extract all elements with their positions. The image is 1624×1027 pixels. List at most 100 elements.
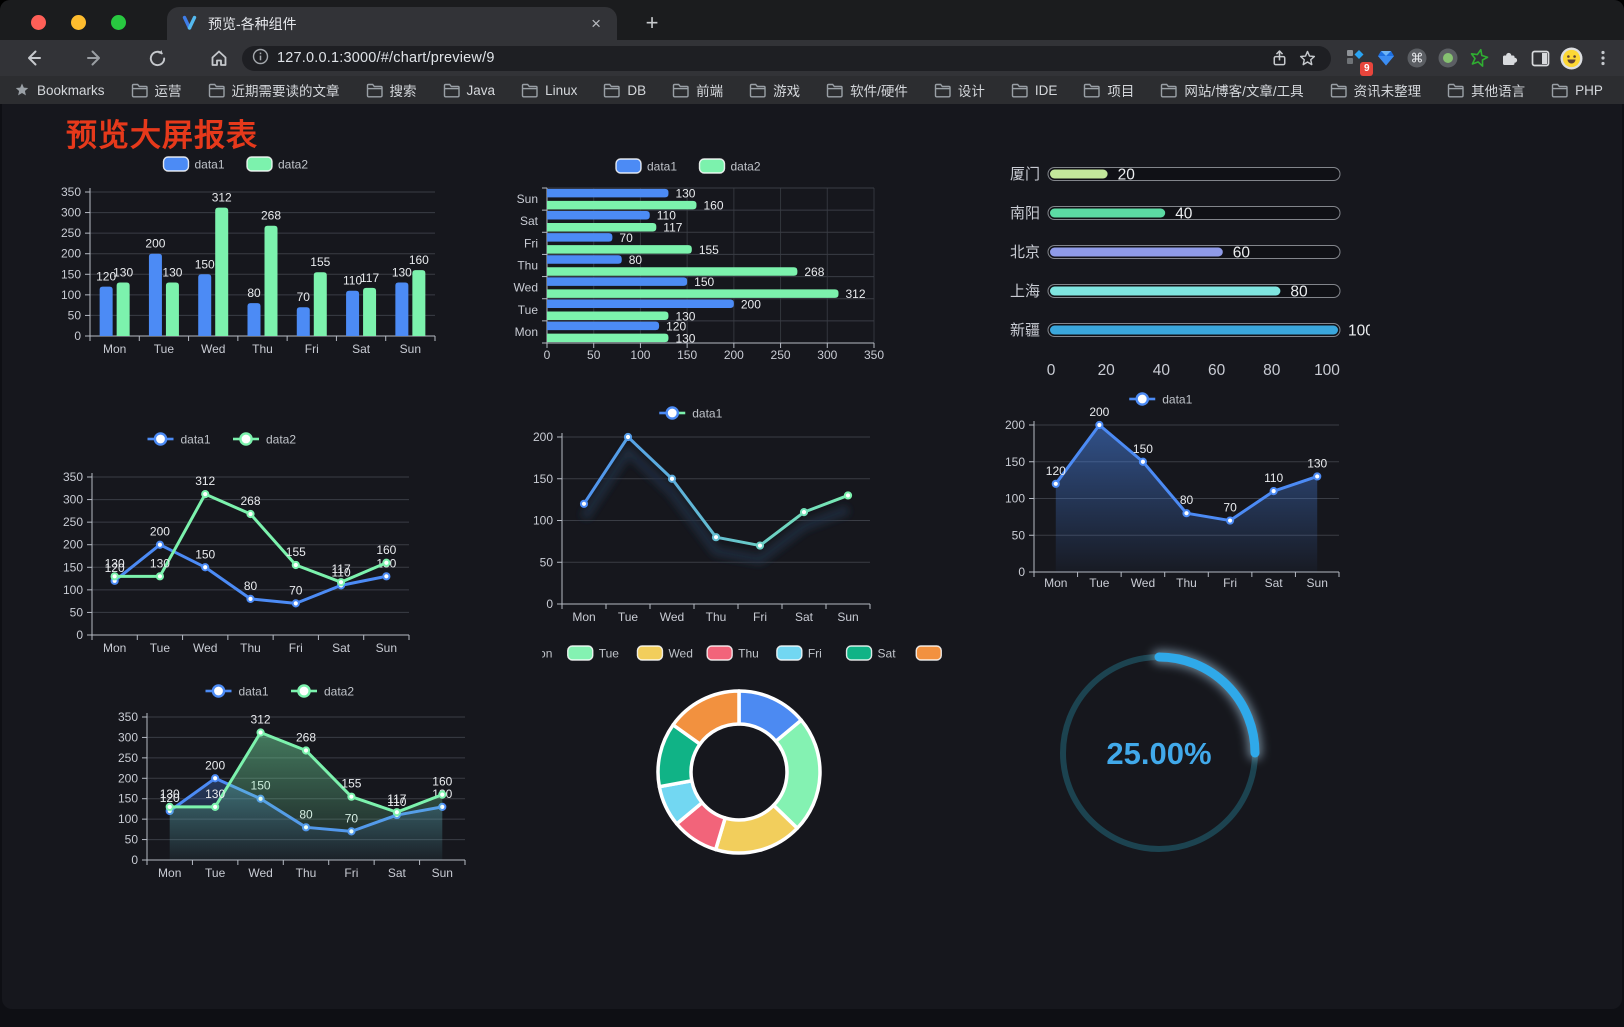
back-button[interactable] xyxy=(16,43,50,73)
svg-text:Thu: Thu xyxy=(240,641,261,655)
bookmark-folder[interactable]: Linux xyxy=(521,83,577,98)
svg-text:200: 200 xyxy=(150,525,170,539)
bookmark-folder[interactable]: 资讯未整理 xyxy=(1330,80,1421,100)
window-minimize-button[interactable] xyxy=(71,15,86,30)
svg-text:100: 100 xyxy=(533,514,553,528)
svg-text:Sun: Sun xyxy=(432,866,453,880)
chart-line-gradient[interactable]: data1 0 50 100 150 200 Mon Tue Wed Thu Fri Sat Sun xyxy=(512,401,892,628)
extension-gem-icon[interactable] xyxy=(1370,43,1401,73)
svg-text:50: 50 xyxy=(540,555,554,569)
bookmark-folder[interactable]: Java xyxy=(443,83,495,98)
extension-green-star-icon[interactable] xyxy=(1463,43,1494,73)
chart-line-basic[interactable]: data1 data2 0 50 100 150 200 250 300 350 Mon Tue Wed… xyxy=(47,425,419,665)
svg-text:Sat: Sat xyxy=(795,610,814,624)
svg-text:Thu: Thu xyxy=(252,342,273,356)
svg-text:data1: data1 xyxy=(1162,393,1192,407)
bookmark-folder[interactable]: 搜索 xyxy=(366,80,417,100)
chart-horizontal-bar[interactable]: data1 data2 0 50 100 150 200 250 300 350 Sun 130 160… xyxy=(507,150,892,368)
svg-text:150: 150 xyxy=(195,257,215,271)
new-tab-button[interactable]: + xyxy=(645,10,659,35)
bookmark-folder[interactable]: DB xyxy=(603,83,646,98)
svg-text:100: 100 xyxy=(118,812,138,826)
extension-recorder-icon[interactable] xyxy=(1432,43,1463,73)
svg-text:150: 150 xyxy=(533,472,553,486)
svg-text:Tue: Tue xyxy=(154,342,175,356)
svg-text:25.00%: 25.00% xyxy=(1106,736,1211,771)
reload-button[interactable] xyxy=(140,43,174,73)
svg-text:50: 50 xyxy=(70,605,84,619)
svg-text:312: 312 xyxy=(195,474,215,488)
svg-text:250: 250 xyxy=(771,348,791,362)
chart-progress-gauge[interactable]: 25.00% xyxy=(1042,640,1282,872)
svg-text:新疆: 新疆 xyxy=(1010,322,1040,339)
bookmark-folder[interactable]: 项目 xyxy=(1083,80,1134,100)
url-text[interactable]: 127.0.0.1:3000/#/chart/preview/9 xyxy=(277,50,495,66)
home-button[interactable] xyxy=(202,43,236,73)
svg-text:80: 80 xyxy=(247,286,261,300)
svg-text:200: 200 xyxy=(205,758,225,772)
bookmark-folder[interactable]: PHP xyxy=(1551,83,1603,98)
svg-text:200: 200 xyxy=(1005,418,1025,432)
bookmark-folder[interactable]: IDE xyxy=(1011,83,1057,98)
svg-text:150: 150 xyxy=(63,560,83,574)
svg-text:上海: 上海 xyxy=(1010,283,1040,300)
sidebar-toggle-icon[interactable] xyxy=(1525,43,1556,73)
svg-text:80: 80 xyxy=(1290,284,1308,301)
chart-capsule-progress[interactable]: 厦门 20 南阳 40 北京 60 上海 80 新疆 100 0 20 40 60 80 100 xyxy=(1002,153,1374,388)
svg-text:100: 100 xyxy=(1005,492,1025,506)
svg-text:Tue: Tue xyxy=(599,647,620,661)
svg-text:50: 50 xyxy=(1012,528,1026,542)
browser-menu-icon[interactable] xyxy=(1587,43,1618,73)
svg-text:Mon: Mon xyxy=(158,866,181,880)
svg-text:70: 70 xyxy=(1223,501,1237,515)
svg-text:150: 150 xyxy=(677,348,697,362)
svg-text:117: 117 xyxy=(663,221,682,235)
forward-button[interactable] xyxy=(78,43,112,73)
bookmark-folder[interactable]: 运营 xyxy=(131,80,182,100)
svg-text:0: 0 xyxy=(74,329,81,343)
svg-text:155: 155 xyxy=(341,777,361,791)
bookmark-folder[interactable]: 设计 xyxy=(934,80,985,100)
svg-text:130: 130 xyxy=(113,266,133,280)
svg-text:Tue: Tue xyxy=(1089,576,1110,590)
browser-tab[interactable]: 预览-各种组件 × xyxy=(167,7,617,40)
svg-text:Sun: Sun xyxy=(517,192,538,206)
svg-text:40: 40 xyxy=(1175,206,1193,223)
svg-text:130: 130 xyxy=(160,787,180,801)
svg-text:155: 155 xyxy=(310,255,330,269)
extensions-puzzle-icon[interactable] xyxy=(1494,43,1525,73)
extension-command-icon[interactable]: ⌘ xyxy=(1401,43,1432,73)
window-close-button[interactable] xyxy=(31,15,46,30)
svg-text:Wed: Wed xyxy=(514,281,538,295)
site-info-icon[interactable] xyxy=(252,48,269,69)
svg-text:data1: data1 xyxy=(692,407,722,421)
chart-grouped-bar[interactable]: data1 data2 0 50 100 150 200 250 300 350 Mon Tue Wed… xyxy=(47,150,447,365)
bookmark-folder[interactable]: 前端 xyxy=(672,80,723,100)
svg-text:130: 130 xyxy=(675,187,695,201)
window-zoom-button[interactable] xyxy=(111,15,126,30)
address-bar[interactable]: 127.0.0.1:3000/#/chart/preview/9 xyxy=(242,43,1331,73)
bookmark-folder[interactable]: 其他语言 xyxy=(1447,80,1525,100)
bookmark-folder[interactable]: 软件/硬件 xyxy=(826,80,908,100)
svg-text:Wed: Wed xyxy=(660,610,684,624)
svg-text:110: 110 xyxy=(387,795,406,809)
bookmark-folder[interactable]: 游戏 xyxy=(749,80,800,100)
svg-text:Tue: Tue xyxy=(205,866,226,880)
extension-tabs-icon[interactable]: 9 xyxy=(1339,43,1373,76)
chart-line-area[interactable]: data1 0 50 100 150 200 Mon Tue Wed Thu Fri Sat Sun 12… xyxy=(997,386,1347,598)
svg-text:Fri: Fri xyxy=(305,342,319,356)
bookmark-folder[interactable]: 网站/博客/文章/工具 xyxy=(1160,80,1304,100)
svg-text:160: 160 xyxy=(703,199,723,213)
chart-line-area-double[interactable]: data1 data2 0 50 100 150 200 250 300 350 Mon Tue Wed… xyxy=(107,677,475,889)
bookmark-folder[interactable]: 近期需要读的文章 xyxy=(208,80,340,100)
profile-avatar-emoji[interactable] xyxy=(1556,43,1587,73)
share-icon[interactable] xyxy=(1265,43,1293,73)
svg-text:200: 200 xyxy=(741,297,761,311)
bookmark-star-icon[interactable] xyxy=(1293,43,1321,73)
svg-text:Mon: Mon xyxy=(103,641,126,655)
svg-text:100: 100 xyxy=(61,288,81,302)
svg-text:200: 200 xyxy=(61,247,81,261)
bookmarks-manager-item[interactable]: Bookmarks xyxy=(14,82,105,98)
tab-close-icon[interactable]: × xyxy=(591,14,601,33)
